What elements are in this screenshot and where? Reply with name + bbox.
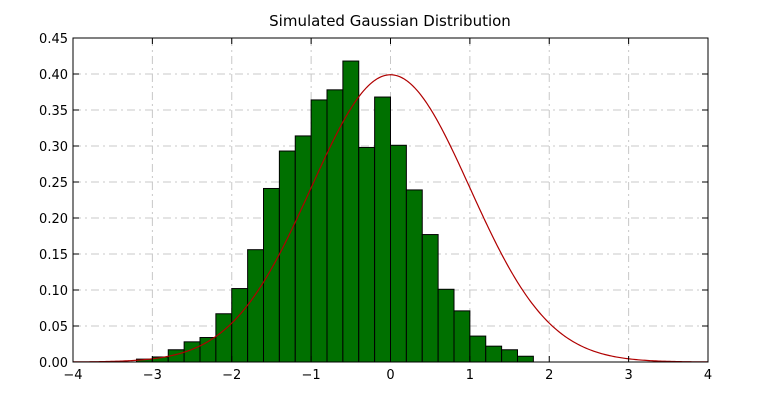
histogram-bar (390, 144, 407, 363)
grid (73, 38, 708, 362)
y-tick-label: 0.10 (39, 284, 68, 299)
x-tick-label: 1 (466, 368, 474, 383)
y-tick-label: 0.15 (39, 248, 68, 263)
x-tick-label: 3 (624, 368, 632, 383)
y-tick-label: 0.25 (39, 176, 68, 191)
histogram-bar (517, 355, 534, 363)
histogram-bar (342, 60, 360, 363)
x-tick-label: 0 (386, 368, 394, 383)
histogram-bar (278, 150, 296, 363)
histogram-bar (326, 89, 344, 363)
y-tick-label: 0.30 (39, 140, 68, 155)
x-tick-label: 2 (545, 368, 553, 383)
chart-title: Simulated Gaussian Distribution (269, 12, 511, 30)
y-tick-label: 0.00 (39, 356, 68, 371)
histogram-bar (485, 345, 503, 363)
x-tick-label: 4 (704, 368, 712, 383)
y-tick-label: 0.20 (39, 212, 68, 227)
x-axis: −4 −3 −2 −1 0 1 2 3 4 (63, 38, 712, 383)
histogram-bar (358, 146, 376, 363)
histogram-bar (374, 96, 391, 363)
histogram-bar (231, 288, 249, 363)
histogram-bar (247, 249, 264, 363)
y-tick-label: 0.40 (39, 68, 68, 83)
y-axis: 0.00 0.05 0.10 0.15 0.20 0.25 0.30 0.35 0.40 0.45 (39, 32, 708, 371)
histogram-bar (469, 335, 487, 363)
histogram-bars (136, 60, 534, 363)
histogram-bar (310, 99, 328, 363)
x-tick-label: −2 (222, 368, 241, 383)
x-tick-label: −1 (302, 368, 321, 383)
histogram-bar (501, 349, 518, 363)
histogram-bar (421, 234, 439, 363)
y-tick-label: 0.05 (39, 320, 68, 335)
histogram-bar (405, 189, 423, 363)
histogram-bar (453, 310, 471, 363)
histogram-bar (215, 313, 233, 363)
x-tick-label: −4 (63, 368, 82, 383)
y-tick-label: 0.35 (39, 104, 68, 119)
x-tick-label: −3 (143, 368, 162, 383)
histogram-bar (263, 187, 280, 363)
gaussian-pdf-curve (73, 74, 708, 363)
histogram-bar (437, 288, 455, 363)
y-tick-label: 0.45 (39, 32, 68, 47)
histogram-bar (294, 135, 312, 363)
